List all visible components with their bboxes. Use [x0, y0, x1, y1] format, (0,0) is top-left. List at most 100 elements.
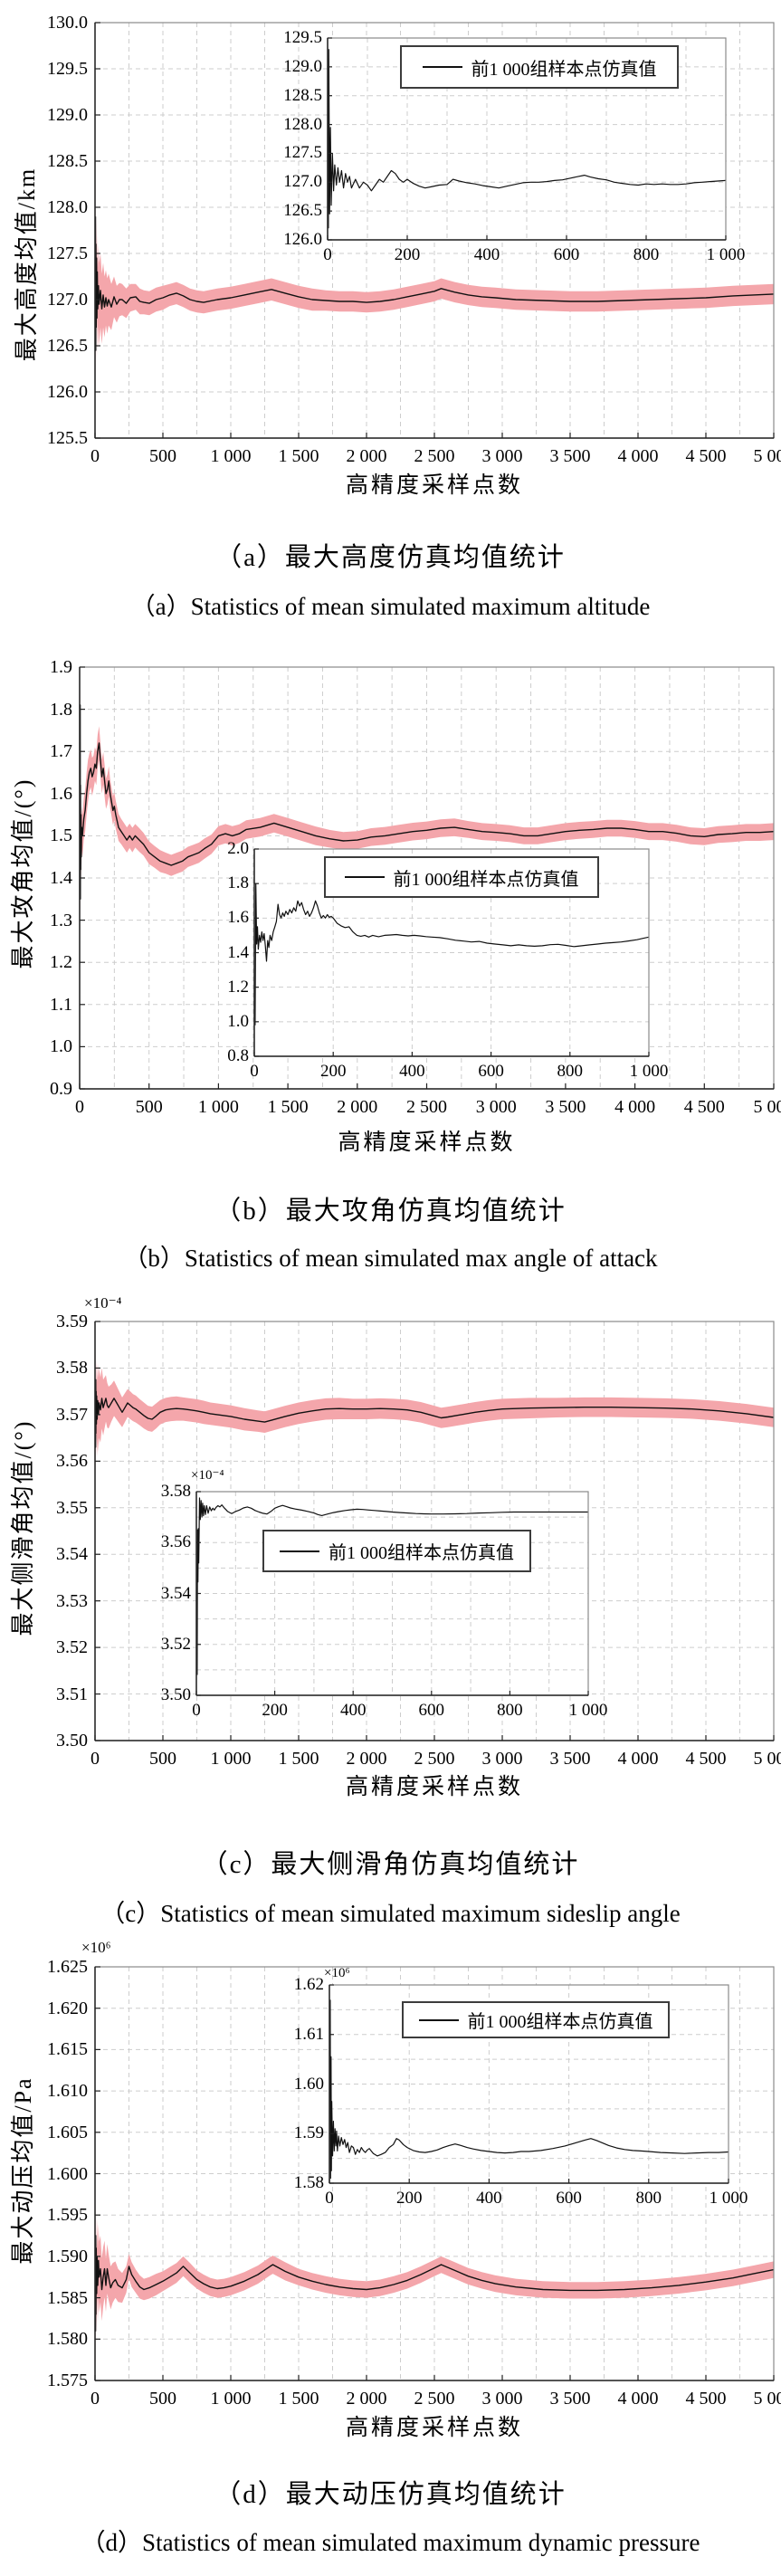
panel-c-inset-legend: 前1 000组样本点仿真值	[262, 1530, 531, 1572]
y-tick-label: 1.6	[50, 783, 72, 804]
x-tick-label: 600	[478, 1062, 504, 1081]
x-tick-label: 0	[192, 1701, 201, 1720]
y-tick-label: 3.56	[160, 1532, 191, 1552]
x-tick-label: 4 500	[685, 446, 727, 466]
x-tick-label: 1 000	[197, 1097, 239, 1117]
x-tick-label: 200	[262, 1701, 288, 1720]
panel-b-legend-label: 前1 000组样本点仿真值	[393, 869, 579, 890]
y-tick-label: 130.0	[47, 13, 88, 33]
panel-d-legend-label: 前1 000组样本点仿真值	[467, 2012, 653, 2032]
y-tick-label: 1.5	[50, 825, 72, 846]
y-tick-label: 128.0	[283, 114, 322, 134]
y-tick-label: 1.61	[293, 2024, 324, 2044]
x-tick-label: 800	[635, 2189, 662, 2208]
legend-line-sample-icon	[280, 1550, 319, 1552]
y-tick-label: 3.54	[56, 1544, 88, 1565]
x-tick-label: 1 500	[278, 2389, 319, 2409]
y-tick-label: 1.8	[227, 873, 249, 893]
panel-b-caption-zh: （b）最大攻角仿真均值统计	[214, 1197, 567, 1226]
y-tick-label: 126.5	[47, 336, 88, 356]
x-tick-label: 4 000	[617, 446, 659, 466]
legend-line-sample-icon	[422, 66, 462, 68]
x-tick-label: 1 000	[210, 2389, 252, 2409]
x-tick-label: 1 000	[210, 446, 252, 466]
x-tick-label: 2 500	[414, 446, 455, 466]
y-tick-label: 1.8	[50, 699, 72, 720]
x-tick-label: 2 000	[346, 1749, 387, 1769]
panel-c-legend-label: 前1 000组样本点仿真值	[329, 1543, 514, 1563]
y-tick-label: 2.0	[227, 839, 249, 858]
x-tick-label: 3 500	[549, 446, 591, 466]
x-tick-label: 0	[90, 1749, 100, 1769]
y-tick-label: 1.610	[47, 2081, 88, 2102]
y-tick-label: 3.52	[56, 1637, 88, 1658]
y-tick-label: 1.1	[50, 994, 72, 1015]
x-tick-label: 2 500	[414, 2389, 455, 2409]
x-tick-label: 3 000	[481, 2389, 523, 2409]
x-tick-label: 1 500	[278, 446, 319, 466]
y-tick-label: 1.3	[50, 910, 72, 930]
panel-a-caption-en: （a）Statistics of mean simulated maximum …	[130, 593, 651, 620]
x-tick-label: 5 000	[753, 1749, 781, 1769]
y-tick-label: 1.605	[47, 2122, 88, 2142]
y-tick-label: 129.5	[283, 28, 322, 47]
y-tick-label: 129.5	[47, 59, 88, 79]
y-tick-label: 1.580	[47, 2329, 88, 2350]
y-tick-label: 3.58	[56, 1358, 88, 1379]
x-tick-label: 1 500	[278, 1749, 319, 1769]
panel-a-inset-legend: 前1 000组样本点仿真值	[400, 45, 679, 89]
y-tick-label: 3.54	[160, 1583, 191, 1603]
panel-d-x-axis-label: 高精度采样点数	[345, 2416, 523, 2440]
y-tick-label: 126.0	[283, 230, 322, 249]
x-tick-label: 3 500	[549, 2389, 591, 2409]
x-tick-label: 500	[149, 446, 176, 466]
y-tick-label: 1.4	[50, 868, 72, 888]
panel-c-x-axis-label: 高精度采样点数	[345, 1775, 523, 1799]
x-tick-label: 0	[325, 2189, 334, 2208]
x-tick-label: 2 000	[346, 2389, 387, 2409]
x-tick-label: 2 500	[406, 1097, 447, 1117]
y-tick-label: 1.59	[293, 2123, 324, 2143]
y-tick-label: 1.2	[227, 977, 249, 997]
panel-c-y-axis-label: 最大侧滑角均值/(°)	[10, 1419, 36, 1636]
x-tick-label: 200	[394, 245, 421, 264]
x-tick-label: 1 000	[706, 245, 746, 264]
y-tick-label: 3.57	[56, 1404, 88, 1425]
y-tick-label: 0.8	[227, 1046, 249, 1065]
y-tick-label: 125.5	[47, 428, 88, 448]
panel-d-caption-en: （d）Statistics of mean simulated maximum …	[81, 2529, 700, 2556]
y-tick-label: 1.625	[47, 1957, 88, 1977]
y-tick-label: 1.585	[47, 2287, 88, 2308]
y-tick-label: 128.5	[47, 151, 88, 171]
y-tick-label: 127.0	[283, 172, 322, 192]
x-tick-label: 1 000	[629, 1062, 669, 1081]
panel-c-caption-en: （c）Statistics of mean simulated maximum …	[100, 1900, 681, 1927]
y-tick-label: 1.9	[50, 657, 72, 677]
y-tick-label: 3.50	[160, 1685, 191, 1704]
y-tick-label: 1.7	[50, 741, 72, 762]
y-tick-label: 1.590	[47, 2246, 88, 2266]
y-tick-label: 129.0	[283, 56, 322, 76]
x-tick-label: 4 500	[685, 2389, 727, 2409]
x-tick-label: 1 000	[709, 2189, 748, 2208]
panel-b-x-axis-label: 高精度采样点数	[338, 1131, 516, 1155]
x-tick-label: 1 000	[568, 1701, 608, 1720]
y-tick-label: 1.600	[47, 2163, 88, 2184]
x-tick-label: 400	[476, 2189, 502, 2208]
x-tick-label: 600	[556, 2189, 582, 2208]
x-tick-label: 400	[339, 1701, 367, 1720]
x-tick-label: 2 000	[337, 1097, 378, 1117]
x-tick-label: 800	[557, 1062, 584, 1081]
panel-a-x-axis-label: 高精度采样点数	[345, 473, 523, 498]
y-tick-label: 127.5	[47, 243, 88, 263]
x-tick-label: 500	[149, 1749, 176, 1769]
x-tick-label: 500	[135, 1097, 163, 1117]
panel-d-caption-zh: （d）最大动压仿真均值统计	[214, 2480, 567, 2509]
x-tick-label: 1 000	[210, 1749, 252, 1769]
y-tick-label: 1.595	[47, 2205, 88, 2226]
y-tick-label: 3.58	[160, 1482, 191, 1501]
panel-c-inset-y-multiplier: ×10⁻⁴	[191, 1468, 224, 1483]
x-tick-label: 0	[250, 1062, 259, 1081]
y-tick-label: 1.0	[227, 1011, 249, 1031]
y-tick-label: 1.0	[50, 1036, 72, 1057]
